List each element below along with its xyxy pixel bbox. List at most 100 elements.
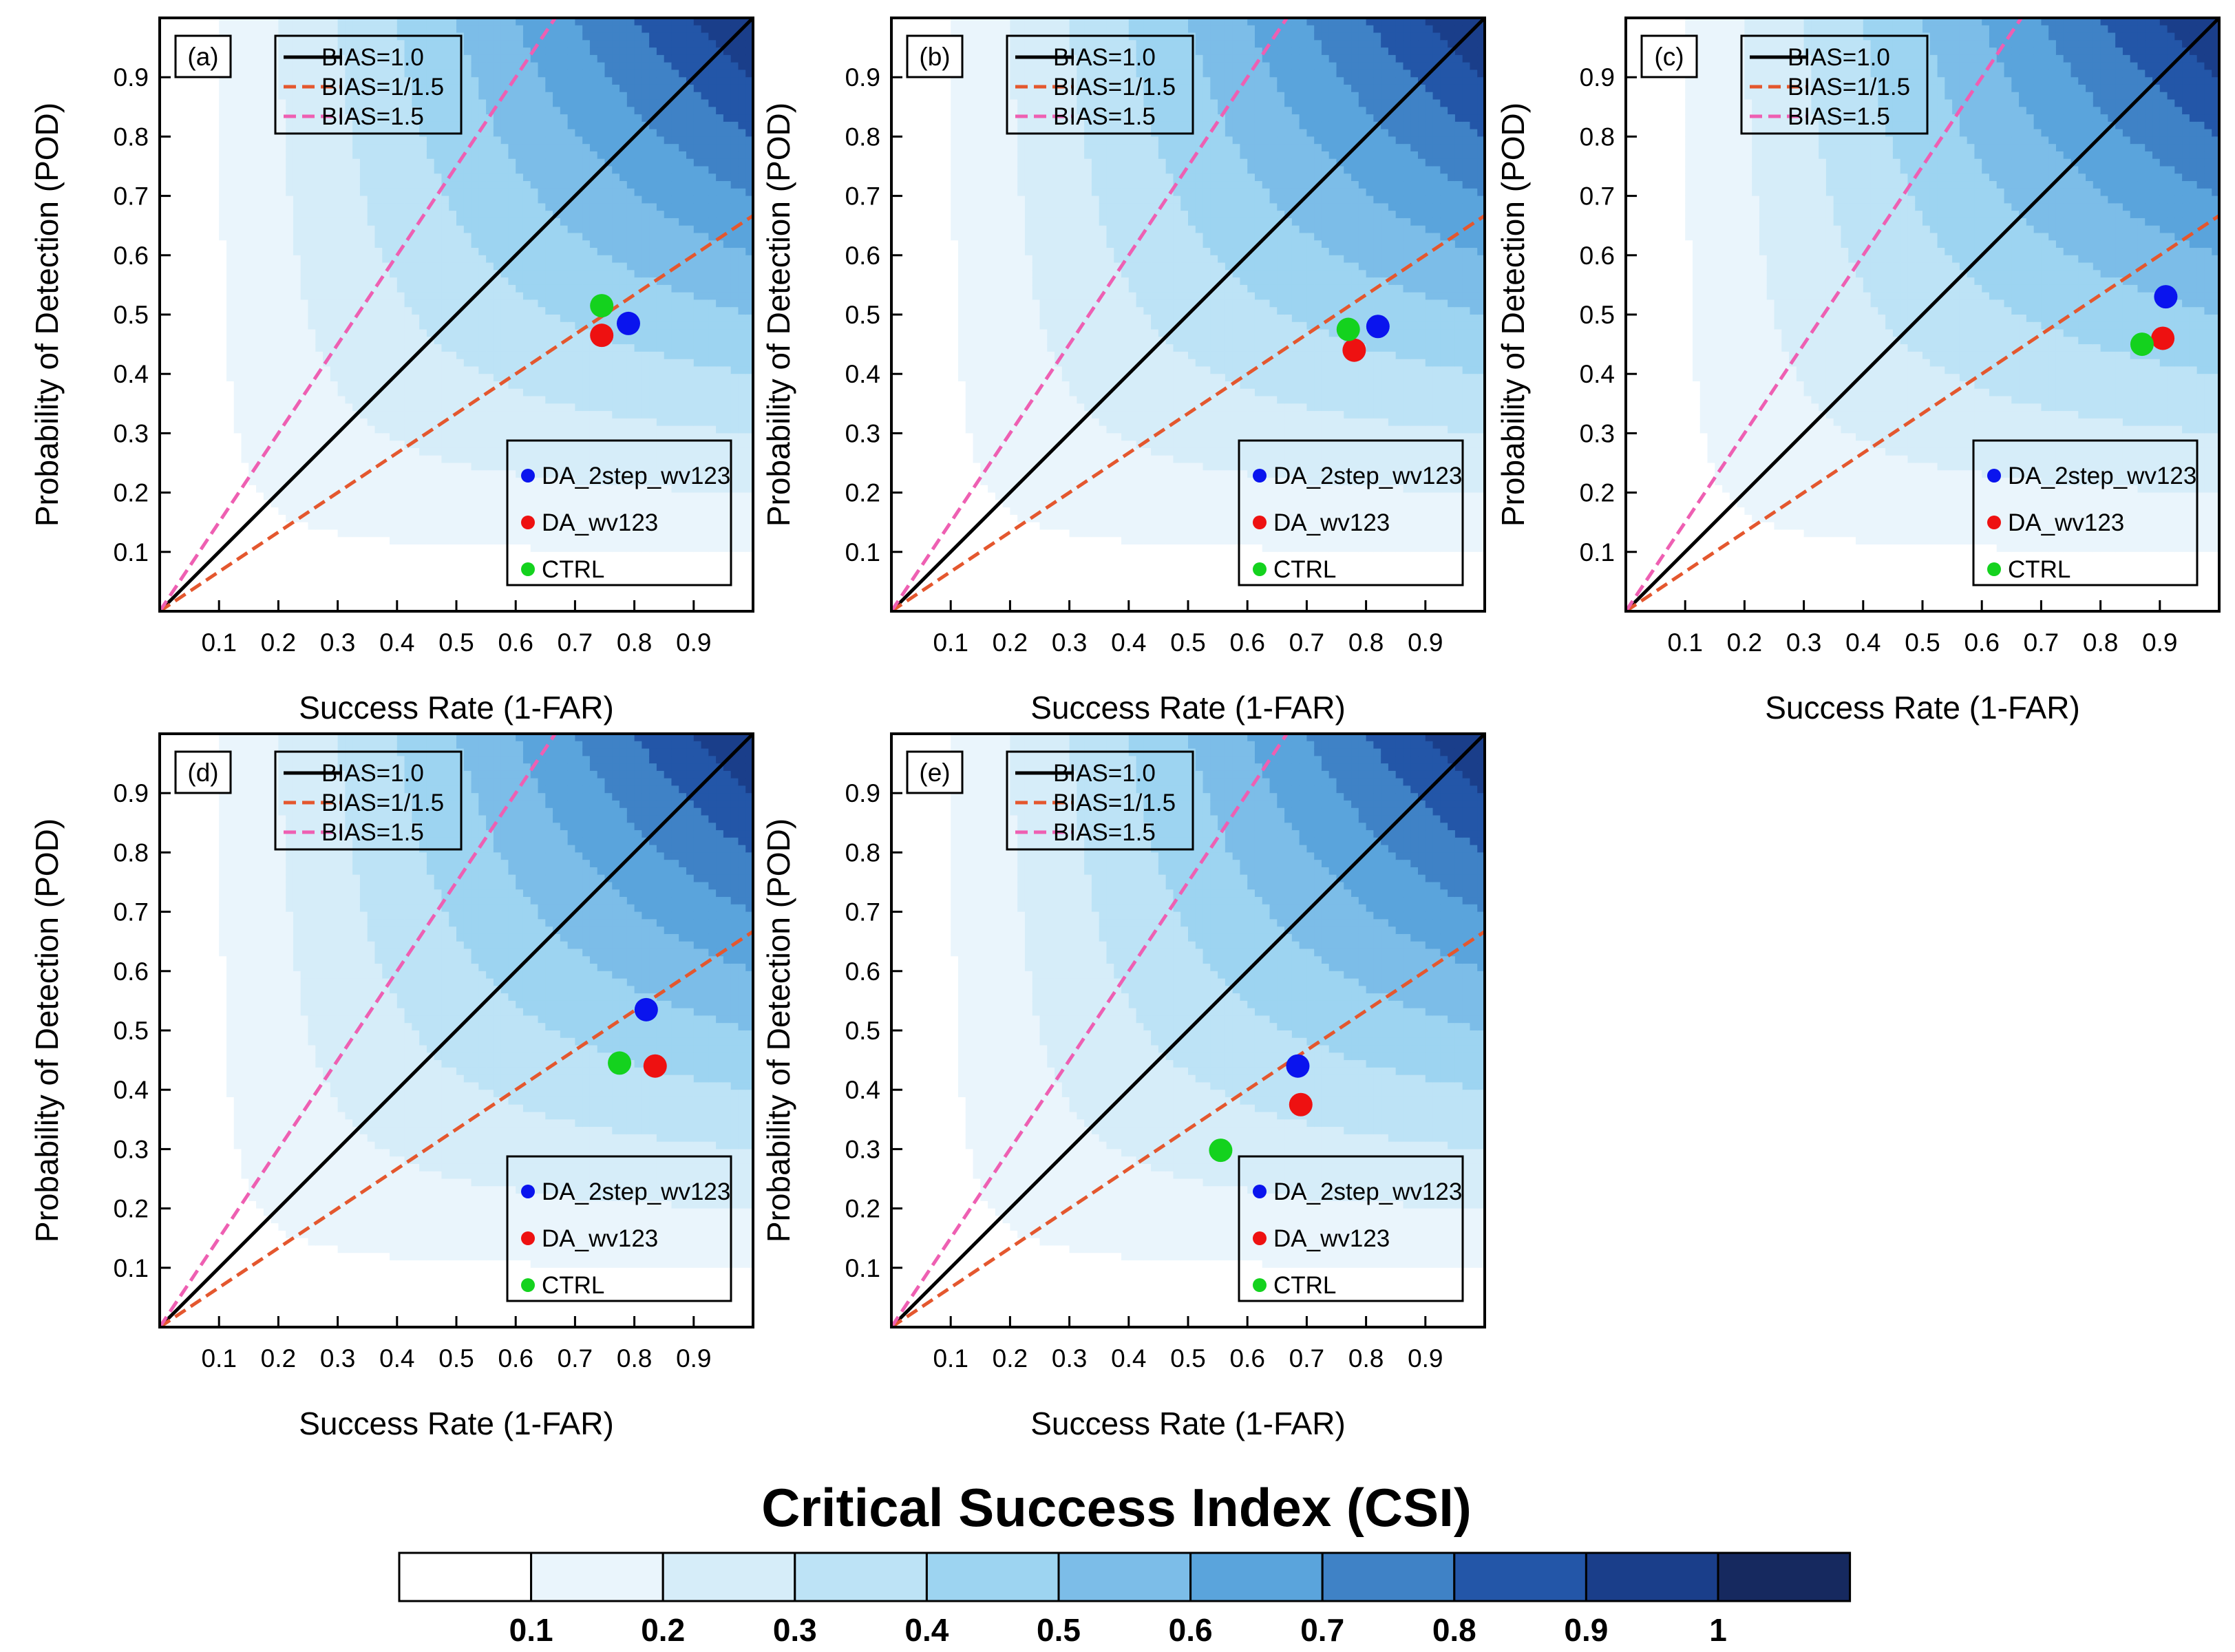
csi-cell [189,226,197,233]
csi-cell [175,411,182,419]
csi-cell [175,211,182,218]
csi-cell [204,441,212,448]
csi-cell [204,374,212,381]
csi-cell [211,470,219,478]
csi-cell [182,151,189,159]
csi-cell [234,448,242,456]
csi-cell [167,270,175,277]
csi-cell [226,299,234,307]
csi-cell [175,441,182,448]
csi-cell [204,218,212,226]
csi-cell [242,596,249,604]
csi-cell [167,40,175,47]
csi-cell [234,293,242,300]
csi-cell [234,315,242,322]
csi-cell [242,411,249,419]
csi-cell [211,151,219,159]
csi-cell [211,285,219,293]
csi-cell [175,366,182,374]
csi-cell [189,441,197,448]
csi-cell [189,448,197,456]
csi-cell [256,136,264,144]
csi-cell [242,389,249,396]
csi-cell [197,389,204,396]
csi-cell [211,248,219,255]
csi-cell [189,173,197,181]
csi-cell [248,374,256,381]
csi-cell [211,122,219,129]
csi-cell [182,537,189,544]
csi-cell [175,448,182,456]
csi-cell [226,463,234,471]
csi-cell [167,92,175,100]
csi-cell [189,25,197,33]
csi-cell [248,285,256,293]
csi-cell [248,485,256,493]
csi-cell [211,167,219,174]
csi-cell [248,255,256,263]
csi-cell [182,144,189,151]
csi-cell [234,196,242,204]
csi-cell [182,307,189,315]
csi-cell [189,352,197,359]
csi-cell [226,167,234,174]
csi-cell [242,144,249,151]
csi-cell [234,277,242,285]
csi-cell [226,582,234,589]
csi-cell [219,485,226,493]
csi-cell [226,456,234,463]
csi-cell [226,285,234,293]
csi-cell [211,448,219,456]
csi-cell [167,419,175,426]
csi-cell [189,270,197,277]
csi-cell [226,100,234,107]
csi-cell [204,144,212,151]
csi-cell [242,203,249,211]
csi-cell [234,107,242,114]
csi-cell [248,500,256,507]
csi-cell [248,226,256,233]
csi-cell [189,189,197,196]
csi-cell [211,426,219,434]
csi-cell [175,470,182,478]
csi-cell [204,25,212,33]
csi-cell [211,159,219,167]
csi-cell [197,448,204,456]
csi-cell [175,92,182,100]
csi-cell [204,248,212,255]
csi-cell [219,248,226,255]
csi-cell [211,293,219,300]
csi-cell [182,500,189,507]
csi-cell [197,285,204,293]
csi-cell [167,233,175,240]
csi-cell [248,426,256,434]
csi-cell [182,189,189,196]
csi-cell [219,299,226,307]
csi-cell [211,582,219,589]
csi-cell [242,352,249,359]
csi-cell [211,537,219,544]
csi-cell [167,522,175,530]
csi-cell [219,463,226,471]
csi-cell [226,144,234,151]
csi-cell [182,77,189,85]
csi-cell [211,255,219,263]
csi-cell [204,285,212,293]
csi-cell [175,129,182,137]
csi-cell [242,493,249,500]
csi-cell [204,233,212,240]
csi-cell [175,374,182,381]
csi-cell [234,263,242,271]
csi-cell [219,381,226,389]
csi-cell [182,218,189,226]
csi-cell [248,403,256,411]
csi-cell [167,507,175,515]
csi-cell [167,33,175,41]
csi-cell [182,122,189,129]
csi-cell [242,189,249,196]
csi-cell [182,463,189,471]
csi-cell [211,277,219,285]
csi-cell [211,114,219,122]
csi-cell [242,40,249,47]
csi-cell [182,100,189,107]
